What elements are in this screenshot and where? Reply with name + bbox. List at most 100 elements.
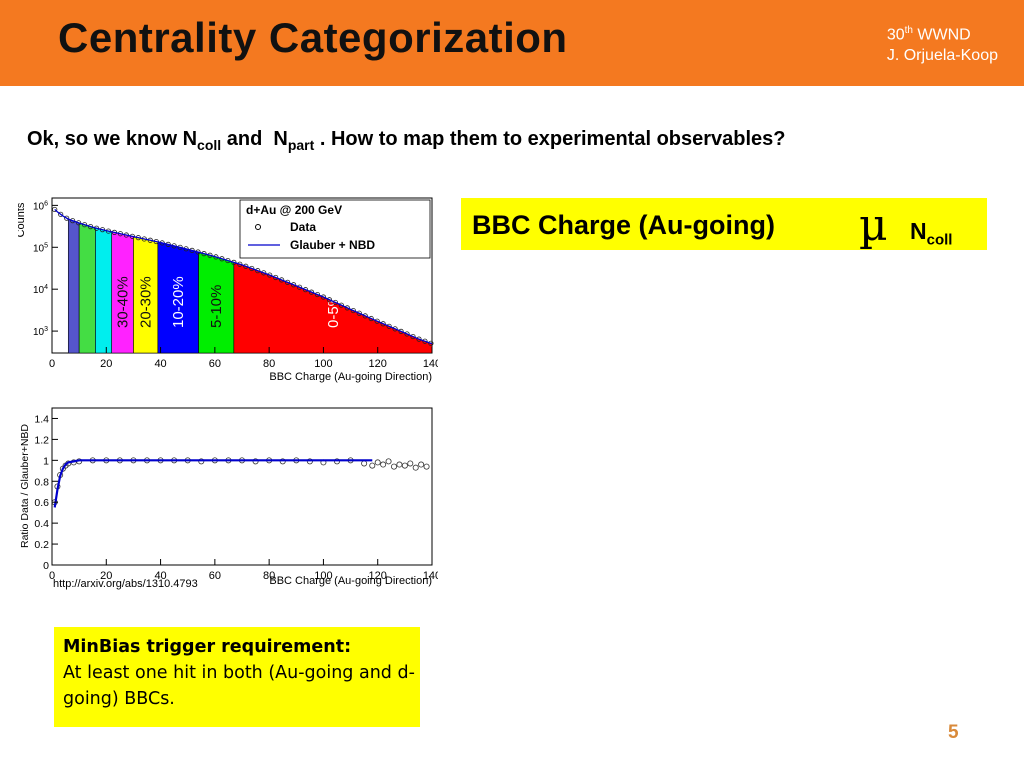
ncoll-n: N [910,218,927,244]
data-point [314,291,321,298]
data-point [356,310,362,316]
centrality-label-5: 20-30% [138,276,155,328]
conference-number: 30 [886,26,905,44]
ratio-point [374,459,381,466]
ratio-point [385,458,392,465]
x-tick-label: 100 [314,358,332,370]
y-tick-exponent: 3 [44,326,48,333]
data-point [332,299,338,306]
centrality-label-7: 5-10% [208,285,225,328]
data-point [338,302,344,308]
counts-histogram-chart: 30-40% 20-30% 10-20% 5-10% 0-5%0 20 40 60 80 100 1… [18,197,438,383]
data-point [243,263,249,269]
data-point [428,340,434,346]
x-tick-label: 140 [423,570,438,582]
header-bar [0,0,1024,86]
x-axis-label: BBC Charge (Au-going Direction) [269,371,432,383]
x-tick-label: 120 [369,358,387,370]
centrality-bin-1 [67,218,80,354]
y-tick-label: 1 [43,455,49,467]
data-point [255,268,261,274]
bbc-charge-label: BBC Charge (Au-going) [472,210,775,240]
legend-box [239,199,431,259]
proportional-symbol: µ [859,200,888,251]
y-tick-label: 0.4 [34,518,49,530]
data-point [290,282,297,288]
centrality-bin-2 [78,222,96,354]
legend-entry-fit: Glauber + NBD [290,238,375,252]
ratio-chart: 0 20 40 60 80 100 120 140 0 0.2 0.4 0.6 0.8 1 1.2 1.4Ra… [19,407,438,587]
slide-title: Centrality Categorization [58,14,568,61]
y-tick-label: 0.2 [34,539,49,551]
data-point [398,328,404,334]
page-number: 5 [948,722,959,743]
y-axis-label: Counts [18,202,27,237]
data-point [70,218,76,224]
data-point [392,326,398,332]
data-point [368,315,374,322]
x-tick-label: 0 [49,358,55,370]
y-tick-label: 105 [33,242,48,254]
data-point [52,206,58,213]
data-point [249,265,255,272]
y-tick-exponent: 6 [44,200,48,207]
conference-info: 30th WWND J. Orjuela-Koop [887,20,998,66]
data-point [404,331,410,337]
x-tick-label: 20 [100,358,112,370]
ratio-point [412,464,419,471]
data-point [308,289,315,295]
data-point [416,336,422,342]
x-tick-label: 120 [369,570,387,582]
data-point [380,321,386,327]
data-point [81,222,88,228]
x-axis-label: BBC Charge (Au-going Direction) [269,575,432,587]
data-point [87,224,94,230]
legend-title: d+Au @ 200 GeV [246,203,342,217]
centrality-bin-3 [95,227,113,354]
y-tick-label: 1.2 [34,434,49,446]
data-point [422,338,428,344]
minbias-body: At least one hit in both (Au-going and d… [63,663,415,709]
y-tick-exponent: 4 [44,284,48,291]
question-sub-ncoll: coll [197,137,222,153]
x-tick-label: 60 [209,570,221,582]
ratio-point [423,463,430,470]
y-tick-label: 0.8 [34,476,49,488]
minbias-box: MinBias trigger requirement: At least on… [54,627,420,727]
ratio-point [418,461,425,468]
plot-frame [51,407,433,566]
data-point [362,313,368,319]
data-point [273,274,279,281]
question-prefix: Ok, so we know N [27,128,198,150]
ncoll-sub: coll [926,231,953,249]
data-point [302,287,309,293]
y-tick-exponent: 5 [44,242,48,249]
data-point [75,220,82,226]
author: J. Orjuela-Koop [886,47,998,65]
x-tick-label: 140 [423,358,438,370]
ratio-point [390,463,397,470]
y-axis-label: Ratio Data / Glauber+NBD [19,424,31,548]
question-sub-npart: part [287,137,315,153]
x-tick-label: 40 [154,570,166,582]
y-tick-label: 0.6 [34,497,49,509]
x-tick-label: 40 [154,358,166,370]
conference-name: WWND [917,26,971,44]
x-tick-label: 0 [49,570,55,582]
legend-entry-data: Data [290,220,316,234]
data-point [296,284,303,290]
data-point [261,270,267,276]
y-tick-label: 1.4 [34,413,49,425]
legend-marker-data [255,224,261,230]
ratio-point [407,460,414,467]
data-point [58,211,64,217]
centrality-label-4: 30-40% [115,276,132,328]
x-tick-label: 20 [100,570,112,582]
data-point [267,272,273,278]
fit-line [54,208,433,345]
data-point [64,215,70,221]
x-tick-label: 60 [209,358,221,370]
ratio-point [396,461,403,468]
bbc-proportional-box: BBC Charge (Au-going) µ Ncoll [461,198,987,251]
reference-link[interactable]: http://arxiv.org/abs/1310.4793 [53,578,198,590]
